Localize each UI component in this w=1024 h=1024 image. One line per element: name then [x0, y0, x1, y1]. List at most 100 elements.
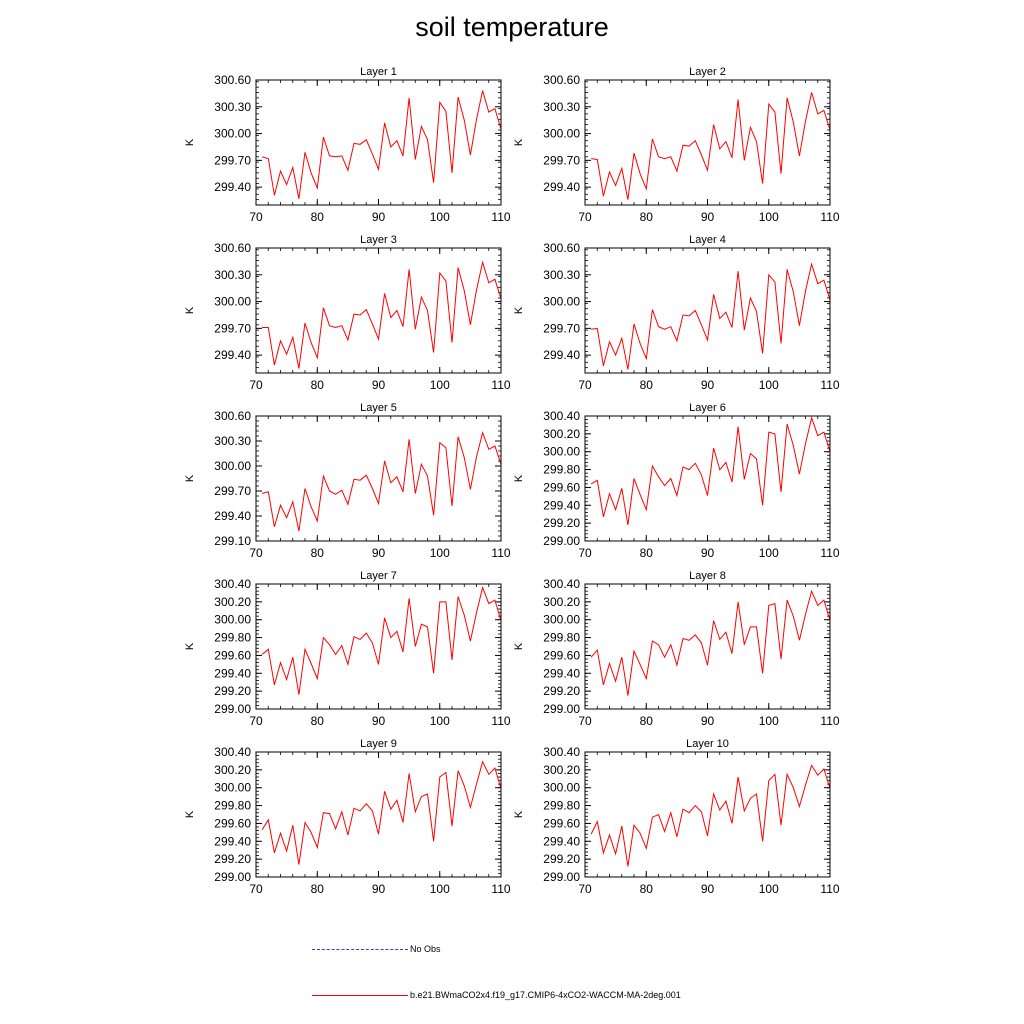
x-tick-label: 70	[249, 882, 263, 896]
y-tick-label: 300.40	[214, 577, 251, 591]
x-tick-label: 70	[249, 378, 263, 392]
y-tick-label: 299.40	[214, 348, 251, 362]
plot-frame	[584, 247, 831, 374]
legend-label-obs: No Obs	[410, 944, 441, 954]
y-tick-label: 300.00	[543, 295, 580, 309]
x-tick-label: 80	[640, 378, 654, 392]
y-axis-label: K	[513, 642, 525, 650]
plots-area: Layer 1 K 70 80 90 100 110 300.60 300.30 300.00 29…	[184, 66, 840, 896]
x-tick-label: 110	[820, 378, 839, 392]
legend-line-dashed	[312, 949, 408, 950]
panel-6: Layer 6 K 70 80 90 100 110 300.40 300.20 300.00 29…	[513, 402, 840, 560]
panel-title: Layer 9	[360, 738, 397, 750]
y-tick-label: 300.00	[543, 781, 580, 795]
y-axis-label: K	[513, 474, 525, 482]
plot-frame	[584, 79, 831, 206]
y-tick-label: 300.40	[543, 577, 580, 591]
series-line	[591, 92, 831, 200]
x-tick-label: 90	[701, 378, 715, 392]
y-tick-label: 299.40	[543, 498, 580, 512]
y-tick-label: 299.80	[543, 463, 580, 477]
x-tick-label: 80	[640, 882, 654, 896]
y-tick-label: 300.20	[543, 427, 580, 441]
x-tick-label: 100	[430, 378, 450, 392]
x-tick-label: 80	[311, 546, 325, 560]
x-tick-label: 110	[491, 882, 510, 896]
x-tick-label: 100	[759, 546, 779, 560]
y-axis-label: K	[184, 306, 196, 314]
y-tick-label: 299.60	[214, 816, 251, 830]
y-tick-label: 299.70	[543, 153, 580, 167]
x-tick-label: 110	[491, 210, 510, 224]
y-tick-label: 299.60	[543, 816, 580, 830]
x-tick-label: 100	[430, 210, 450, 224]
y-tick-label: 299.40	[214, 509, 251, 523]
y-tick-label: 299.80	[214, 631, 251, 645]
y-tick-label: 299.70	[214, 484, 251, 498]
panel-7: Layer 7 K 70 80 90 100 110 300.40 300.20 300.00 29…	[184, 570, 511, 728]
y-tick-label: 299.80	[543, 631, 580, 645]
x-tick-label: 110	[491, 546, 510, 560]
y-tick-label: 300.30	[543, 268, 580, 282]
y-tick-label: 300.00	[214, 127, 251, 141]
panel-2: Layer 2 K 70 80 90 100 110 300.60 300.30 300.00 29…	[513, 66, 840, 224]
y-axis-label: K	[513, 810, 525, 818]
x-tick-label: 110	[491, 378, 510, 392]
plot-frame	[584, 583, 831, 710]
x-tick-label: 70	[578, 882, 592, 896]
y-tick-label: 300.30	[214, 268, 251, 282]
y-axis-label: K	[513, 138, 525, 146]
y-tick-label: 299.00	[543, 702, 580, 716]
y-tick-label: 300.60	[543, 241, 580, 255]
y-tick-label: 300.60	[543, 73, 580, 87]
series-line	[262, 260, 502, 369]
y-tick-label: 300.60	[214, 73, 251, 87]
series-line	[261, 431, 502, 532]
series-line	[590, 589, 831, 696]
x-tick-label: 90	[372, 546, 386, 560]
x-tick-label: 90	[701, 882, 715, 896]
x-tick-label: 70	[578, 378, 592, 392]
series-line	[261, 760, 502, 865]
y-tick-label: 300.00	[214, 295, 251, 309]
plot-frame	[255, 247, 502, 374]
panel-title: Layer 1	[360, 66, 397, 78]
y-tick-label: 299.20	[543, 516, 580, 530]
panel-title: Layer 3	[360, 234, 397, 246]
x-tick-label: 90	[372, 378, 386, 392]
y-tick-label: 299.10	[214, 534, 251, 548]
y-tick-label: 299.00	[214, 702, 251, 716]
y-tick-label: 299.00	[214, 870, 251, 884]
y-tick-label: 299.00	[543, 870, 580, 884]
y-tick-label: 300.60	[214, 409, 251, 423]
y-tick-label: 299.70	[214, 153, 251, 167]
y-tick-label: 299.80	[543, 799, 580, 813]
y-axis-label: K	[184, 642, 196, 650]
y-tick-label: 300.40	[214, 745, 251, 759]
panel-title: Layer 8	[689, 570, 726, 582]
x-tick-label: 80	[311, 714, 325, 728]
y-axis-label: K	[513, 306, 525, 314]
x-tick-label: 100	[430, 882, 450, 896]
panel-5: Layer 5 K 70 80 90 100 110 300.60 300.30 300.00 29…	[184, 402, 511, 560]
x-tick-label: 80	[311, 378, 325, 392]
y-tick-label: 300.00	[543, 127, 580, 141]
plot-frame	[584, 415, 831, 542]
series-line	[590, 764, 831, 867]
y-tick-label: 300.40	[543, 745, 580, 759]
x-tick-label: 80	[640, 546, 654, 560]
x-tick-label: 70	[578, 210, 592, 224]
plot-frame	[255, 583, 502, 710]
y-tick-label: 300.30	[543, 100, 580, 114]
y-tick-label: 300.20	[543, 595, 580, 609]
x-tick-label: 110	[820, 882, 839, 896]
y-tick-label: 299.40	[543, 180, 580, 194]
x-tick-label: 100	[759, 714, 779, 728]
y-tick-label: 300.20	[214, 595, 251, 609]
y-tick-label: 299.20	[214, 852, 251, 866]
y-tick-label: 300.00	[214, 613, 251, 627]
x-tick-label: 100	[759, 882, 779, 896]
x-tick-label: 90	[701, 546, 715, 560]
y-tick-label: 300.00	[214, 781, 251, 795]
y-tick-label: 300.00	[543, 613, 580, 627]
